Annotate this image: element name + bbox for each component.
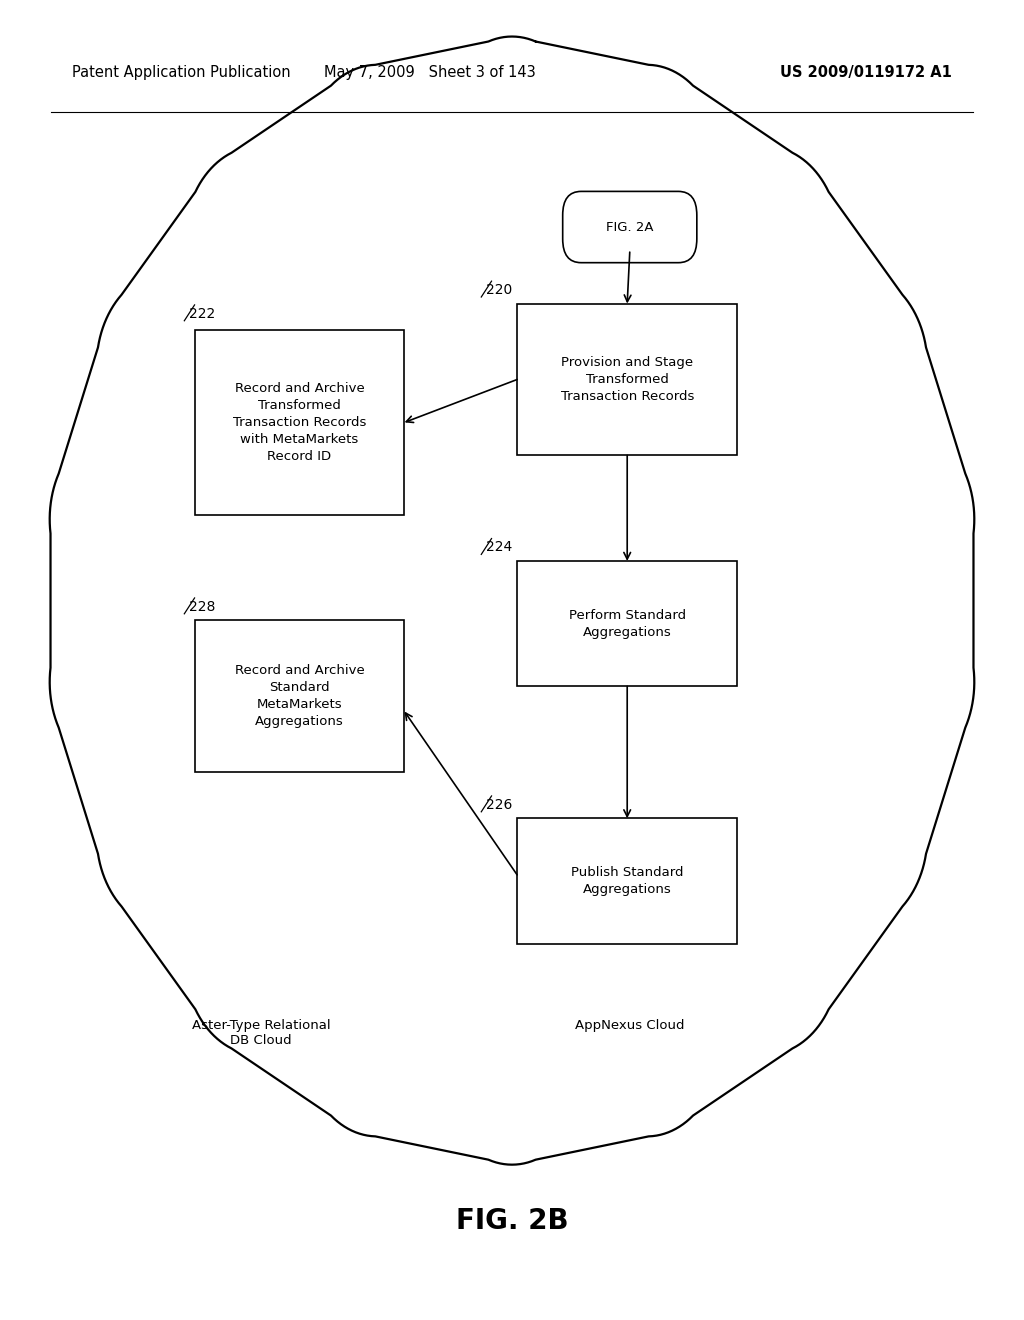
Text: May 7, 2009   Sheet 3 of 143: May 7, 2009 Sheet 3 of 143	[325, 65, 536, 81]
Text: Provision and Stage
Transformed
Transaction Records: Provision and Stage Transformed Transact…	[560, 356, 694, 403]
Text: Perform Standard
Aggregations: Perform Standard Aggregations	[568, 609, 686, 639]
Text: FIG. 2B: FIG. 2B	[456, 1206, 568, 1236]
Text: 228: 228	[189, 599, 216, 614]
Text: Aster-Type Relational
DB Cloud: Aster-Type Relational DB Cloud	[191, 1019, 331, 1047]
Text: AppNexus Cloud: AppNexus Cloud	[575, 1019, 684, 1032]
Text: Patent Application Publication: Patent Application Publication	[72, 65, 291, 81]
Text: Record and Archive
Standard
MetaMarkets
Aggregations: Record and Archive Standard MetaMarkets …	[234, 664, 365, 729]
Text: 220: 220	[486, 282, 513, 297]
FancyBboxPatch shape	[517, 561, 737, 686]
Text: 226: 226	[486, 797, 513, 812]
Text: FIG. 2A: FIG. 2A	[606, 220, 653, 234]
Text: US 2009/0119172 A1: US 2009/0119172 A1	[780, 65, 952, 81]
FancyBboxPatch shape	[517, 818, 737, 944]
FancyBboxPatch shape	[195, 330, 404, 515]
Text: 224: 224	[486, 540, 513, 554]
FancyBboxPatch shape	[195, 620, 404, 772]
FancyBboxPatch shape	[517, 304, 737, 455]
FancyBboxPatch shape	[563, 191, 696, 263]
Text: 222: 222	[189, 306, 216, 321]
Text: Record and Archive
Transformed
Transaction Records
with MetaMarkets
Record ID: Record and Archive Transformed Transacti…	[232, 381, 367, 463]
Text: Publish Standard
Aggregations: Publish Standard Aggregations	[571, 866, 683, 896]
